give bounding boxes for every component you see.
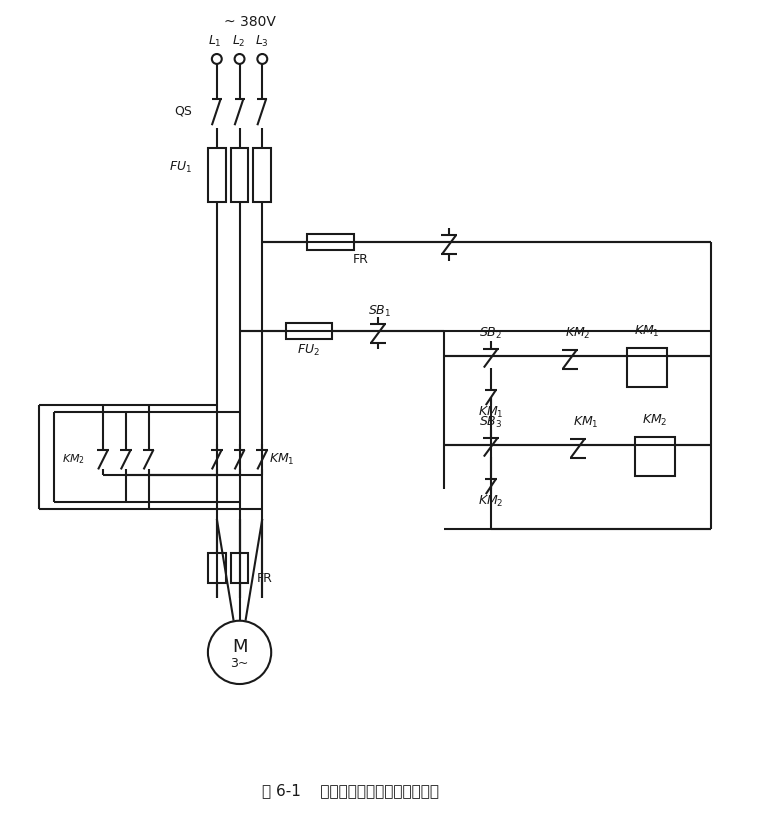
Text: $L_2$: $L_2$ — [232, 33, 245, 49]
Text: $KM_2$: $KM_2$ — [565, 327, 591, 342]
Text: $SB_3$: $SB_3$ — [479, 416, 502, 430]
Bar — [627, 347, 667, 387]
Bar — [230, 553, 249, 583]
Bar — [286, 323, 331, 339]
Text: M: M — [232, 638, 247, 656]
Text: ~ 380V: ~ 380V — [223, 15, 275, 29]
Bar — [230, 148, 249, 203]
Circle shape — [208, 621, 271, 684]
Text: $KM_1$: $KM_1$ — [573, 416, 599, 430]
Text: $L_3$: $L_3$ — [255, 33, 269, 49]
Bar — [253, 148, 271, 203]
Text: $KM_2$: $KM_2$ — [642, 413, 668, 429]
Text: $L_1$: $L_1$ — [208, 33, 222, 49]
Text: $KM_1$: $KM_1$ — [478, 405, 504, 420]
Bar — [307, 234, 354, 250]
Text: QS: QS — [174, 105, 192, 118]
Circle shape — [235, 54, 245, 64]
Text: 3~: 3~ — [230, 656, 249, 670]
Circle shape — [258, 54, 268, 64]
Circle shape — [212, 54, 222, 64]
Text: $KM_1$: $KM_1$ — [269, 452, 295, 467]
Text: $FU_2$: $FU_2$ — [297, 343, 320, 358]
Text: $FU_1$: $FU_1$ — [169, 160, 192, 175]
Bar — [208, 148, 226, 203]
Bar — [635, 437, 675, 476]
Text: $SB_1$: $SB_1$ — [369, 303, 391, 319]
Text: FR: FR — [353, 253, 368, 266]
Text: 图 6-1    交流电动机的正反转控制电路: 图 6-1 交流电动机的正反转控制电路 — [262, 784, 439, 799]
Text: $KM_2$: $KM_2$ — [478, 494, 504, 509]
Bar — [208, 553, 226, 583]
Text: $KM_2$: $KM_2$ — [62, 453, 84, 466]
Text: $SB_2$: $SB_2$ — [480, 327, 502, 342]
Text: $KM_1$: $KM_1$ — [634, 324, 660, 340]
Text: FR: FR — [256, 572, 272, 585]
